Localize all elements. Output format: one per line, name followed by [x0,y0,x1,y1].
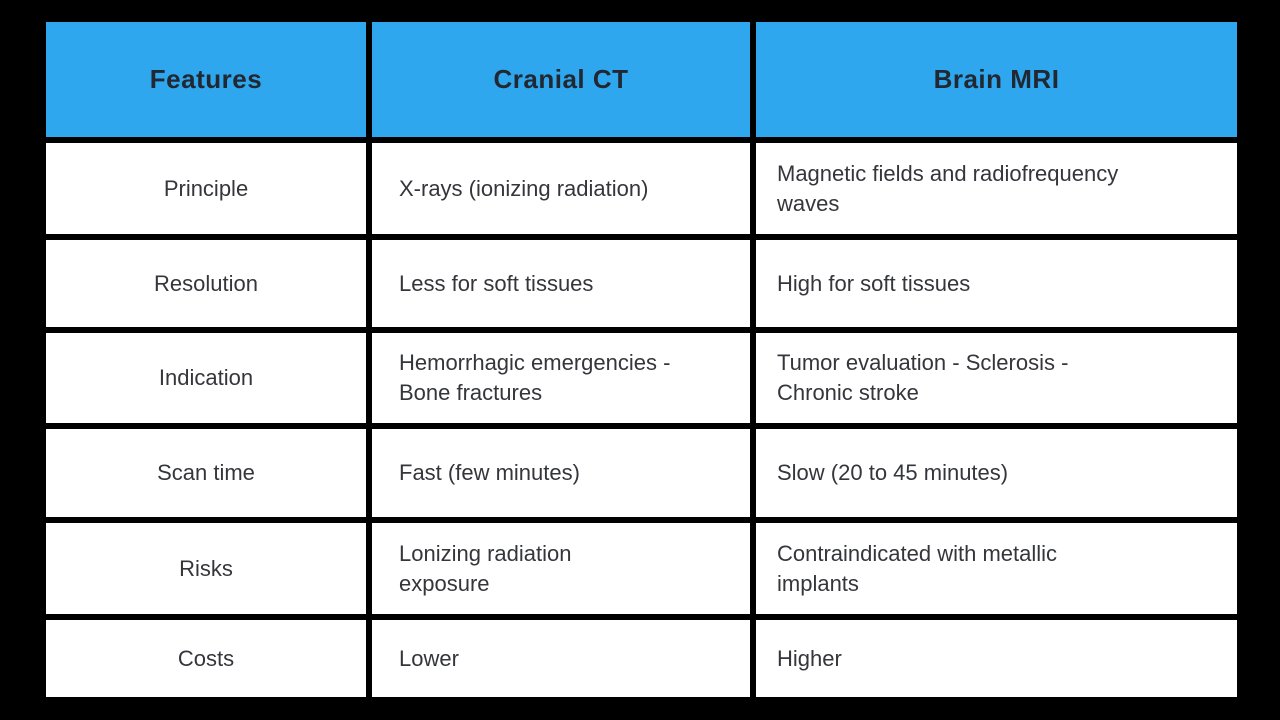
mri-value: Higher [777,645,842,671]
row-resolution-ct: Less for soft tissues [372,240,750,327]
ct-value: Lonizing radiation exposure [399,540,572,596]
mri-value: Slow (20 to 45 minutes) [777,460,1009,486]
ct-value: X-rays (ionizing radiation) [399,175,649,201]
row-scan-time-feature: Scan time [46,429,366,517]
mri-value: Contraindicated with metallic implants [777,540,1058,596]
feature-label: Indication [158,365,254,391]
row-risks-feature: Risks [46,523,366,614]
feature-label: Risks [179,555,233,581]
row-resolution-mri: High for soft tissues [756,240,1237,327]
ct-value: Hemorrhagic emergencies - Bone fractures [399,350,671,405]
row-scan-time-ct: Fast (few minutes) [372,429,750,517]
feature-label: Resolution [154,270,258,296]
mri-value: Magnetic fields and radiofrequency waves [777,160,1119,216]
feature-label: Costs [177,645,235,671]
row-resolution-feature: Resolution [46,240,366,327]
header-label-brain-mri: Brain MRI [933,63,1060,94]
ct-value: Lower [399,645,459,671]
row-indication-ct: Hemorrhagic emergencies - Bone fractures [372,333,750,423]
row-principle-ct: X-rays (ionizing radiation) [372,143,750,234]
row-indication-mri: Tumor evaluation - Sclerosis - Chronic s… [756,333,1237,423]
row-costs-ct: Lower [372,620,750,697]
row-costs-mri: Higher [756,620,1237,697]
row-principle-feature: Principle [46,143,366,234]
row-risks-ct: Lonizing radiation exposure [372,523,750,614]
header-cell-features: Features [46,22,366,137]
row-costs-feature: Costs [46,620,366,697]
row-indication-feature: Indication [46,333,366,423]
mri-value: High for soft tissues [777,270,971,296]
row-principle-mri: Magnetic fields and radiofrequency waves [756,143,1237,234]
header-cell-cranial-ct: Cranial CT [372,22,750,137]
header-cell-brain-mri: Brain MRI [756,22,1237,137]
ct-value: Fast (few minutes) [399,460,580,486]
row-scan-time-mri: Slow (20 to 45 minutes) [756,429,1237,517]
feature-label: Principle [163,175,249,201]
mri-value: Tumor evaluation - Sclerosis - Chronic s… [777,350,1069,405]
header-label-cranial-ct: Cranial CT [493,63,629,94]
row-risks-mri: Contraindicated with metallic implants [756,523,1237,614]
ct-vs-mri-table: Features Cranial CT Brain MRI Principle … [46,22,1237,697]
ct-value: Less for soft tissues [399,270,594,296]
feature-label: Scan time [157,460,255,486]
header-label-features: Features [149,63,263,94]
